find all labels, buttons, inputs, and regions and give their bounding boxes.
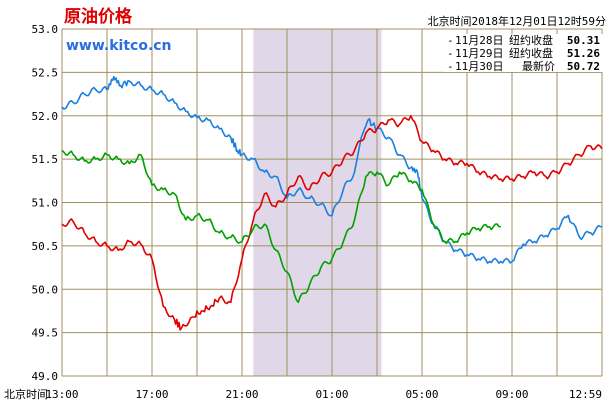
y-tick-label: 50.0 (32, 283, 59, 296)
legend-value-1: 50.31 (567, 34, 600, 47)
series-lines (61, 75, 603, 331)
legend-label-3: 最新价 (522, 59, 555, 73)
site-link[interactable]: www.kitco.cn (66, 38, 172, 54)
y-tick-label: 52.0 (32, 110, 59, 123)
legend-box (444, 34, 604, 72)
legend-bullet-1: - (447, 34, 454, 47)
legend-value-2: 51.26 (567, 47, 600, 60)
legend-date-1: 11月28日 (455, 34, 504, 47)
x-tick-label: 12:59 (569, 388, 602, 401)
x-tick-label: 21:00 (225, 388, 258, 401)
legend: - 11月28日 纽约收盘 50.31 - 11月29日 纽约收盘 51.26 … (444, 33, 604, 73)
chart-title: 原油价格 (64, 6, 133, 27)
y-tick-label: 49.5 (32, 327, 59, 340)
y-tick-label: 51.5 (32, 153, 59, 166)
x-tick-label: 05:00 (405, 388, 438, 401)
x-axis-label: 北京时间 (4, 387, 48, 401)
x-tick-label: 01:00 (315, 388, 348, 401)
series-line-1 (61, 75, 603, 264)
legend-bullet-2: - (447, 47, 454, 60)
timestamp: 北京时间2018年12月01日12时59分 (428, 14, 606, 28)
x-tick-label: 17:00 (135, 388, 168, 401)
y-tick-label: 50.5 (32, 240, 59, 253)
x-tick-label: 13:00 (45, 388, 78, 401)
legend-value-3: 50.72 (567, 60, 600, 73)
legend-date-2: 11月29日 (455, 47, 504, 60)
y-tick-label: 52.5 (32, 66, 59, 79)
grid-lines (61, 28, 603, 377)
x-tick-labels: 13:00 17:00 21:00 01:00 05:00 09:00 12:59 (45, 388, 602, 401)
y-tick-labels: 53.0 52.5 52.0 51.5 51.0 50.5 50.0 49.5 49.0 (32, 23, 59, 383)
series-line-3 (61, 149, 501, 304)
y-tick-label: 53.0 (32, 23, 59, 36)
legend-date-3: 11月30日 (455, 60, 504, 73)
y-tick-label: 49.0 (32, 370, 59, 383)
y-tick-label: 51.0 (32, 197, 59, 210)
legend-bullet-3: - (447, 60, 454, 73)
legend-label-1: 纽约收盘 (509, 33, 553, 47)
series-line-2 (61, 115, 603, 331)
x-tick-label: 09:00 (495, 388, 528, 401)
legend-label-2: 纽约收盘 (509, 46, 553, 60)
